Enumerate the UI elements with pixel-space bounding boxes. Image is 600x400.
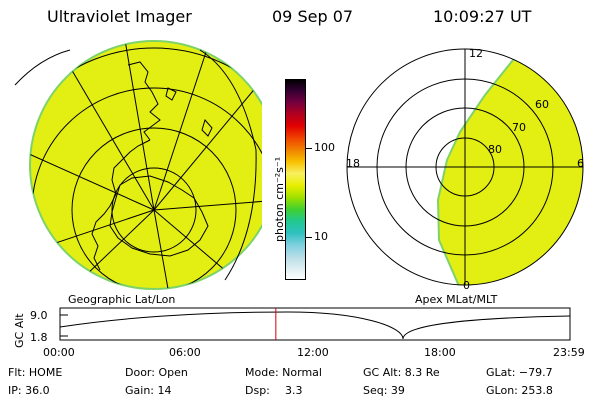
colorbar-tick-100-mark — [306, 148, 312, 149]
date-label: 09 Sep 07 — [272, 7, 354, 26]
altitude-plot-frame — [59, 307, 571, 341]
colorbar-label: photon cm⁻²s⁻¹ — [273, 156, 286, 242]
status-ip: IP: 36.0 — [8, 384, 50, 397]
altitude-xtick-0000: 00:00 — [43, 346, 75, 359]
altitude-xtick-1800: 18:00 — [424, 346, 456, 359]
status-glon: GLon: 253.8 — [486, 384, 553, 397]
mlat-label-70: 70 — [512, 121, 526, 134]
status-mode: Mode: Normal — [245, 366, 322, 379]
coastlines — [91, 61, 213, 271]
status-door: Door: Open — [125, 366, 188, 379]
status-flight: Flt: HOME — [8, 366, 63, 379]
status-gain: Gain: 14 — [125, 384, 172, 397]
left-map-label: Geographic Lat/Lon — [68, 293, 176, 306]
colorbar-tick-10-mark — [306, 237, 312, 238]
altitude-ytick-high: 9.0 — [30, 309, 48, 322]
mlt-label-18: 18 — [346, 157, 360, 170]
colorbar-tick-10: 10 — [314, 230, 328, 243]
color-bar — [285, 79, 306, 280]
altitude-ytick-low: 1.8 — [30, 331, 48, 344]
mlt-label-6: 6 — [577, 157, 584, 170]
colorbar-tick-100: 100 — [314, 141, 335, 154]
mlat-mlt-grid — [346, 48, 584, 286]
earth-limb — [14, 49, 257, 281]
time-label: 10:09:27 UT — [433, 7, 532, 26]
status-dsp-label: Dsp: — [245, 384, 270, 397]
status-seq: Seq: 39 — [363, 384, 405, 397]
app-title: Ultraviolet Imager — [47, 7, 192, 26]
altitude-ylabel: GC Alt — [13, 313, 26, 348]
magnetic-polar-plot — [346, 48, 584, 286]
emission-region — [436, 49, 583, 285]
mlt-label-0: 0 — [463, 279, 470, 292]
status-dsp-value: 3.3 — [285, 384, 303, 397]
geographic-map — [14, 40, 262, 290]
altitude-xtick-2359: 23:59 — [553, 346, 585, 359]
status-gc-alt: GC Alt: 8.3 Re — [363, 366, 440, 379]
mlat-label-60: 60 — [535, 98, 549, 111]
mlt-label-12: 12 — [469, 47, 483, 60]
altitude-trace — [59, 311, 571, 340]
status-glat: GLat: −79.7 — [486, 366, 553, 379]
right-map-label: Apex MLat/MLT — [415, 293, 498, 306]
altitude-xtick-0600: 06:00 — [169, 346, 201, 359]
altitude-plot — [59, 307, 571, 341]
altitude-xtick-1200: 12:00 — [297, 346, 329, 359]
mlat-label-80: 80 — [488, 143, 502, 156]
